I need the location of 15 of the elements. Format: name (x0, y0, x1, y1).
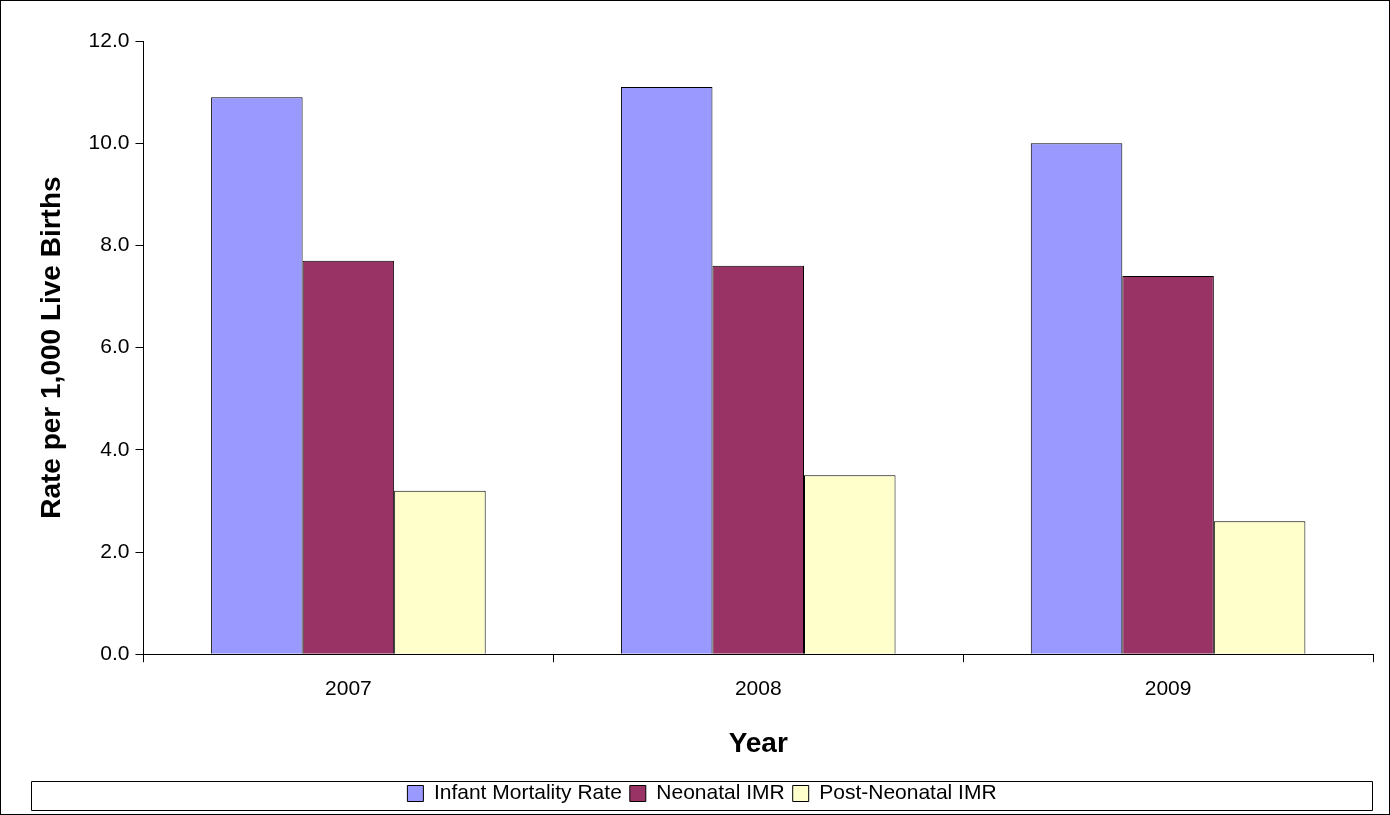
x-axis-title: Year (728, 726, 788, 758)
y-tick-label: 8.0 (100, 232, 130, 256)
x-tick-label: 2008 (734, 675, 782, 699)
y-tick-label: 12.0 (88, 27, 130, 51)
legend-label: Infant Mortality Rate (433, 780, 622, 804)
x-tick-label: 2009 (1144, 675, 1192, 699)
y-tick-label: 10.0 (88, 130, 130, 153)
legend-label: Neonatal IMR (656, 780, 785, 804)
x-tick-label: 2007 (325, 675, 372, 699)
legend-label: Post-Neonatal IMR (819, 780, 997, 804)
y-tick-label: 6.0 (100, 334, 130, 358)
y-axis-title: Rate per 1,000 Live Births (34, 176, 66, 519)
y-tick-label: 2.0 (100, 538, 130, 562)
y-tick-label: 0.0 (100, 641, 130, 664)
y-tick-label: 4.0 (100, 436, 130, 460)
